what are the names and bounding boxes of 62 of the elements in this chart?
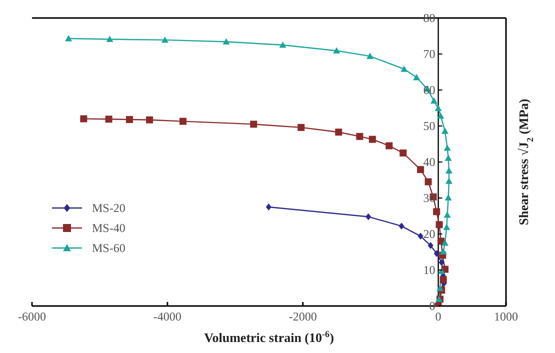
point	[250, 120, 258, 128]
legend-label: MS-60	[92, 240, 126, 256]
y-tick-label: 20	[423, 227, 436, 241]
x-tick-label: 1000	[494, 310, 518, 324]
y-tick-label: 70	[423, 47, 436, 61]
point	[356, 132, 364, 140]
point	[400, 150, 407, 156]
point	[333, 47, 340, 54]
point	[366, 52, 374, 59]
point	[444, 144, 451, 151]
point	[222, 38, 230, 45]
point	[368, 136, 376, 143]
point	[400, 66, 408, 72]
point	[441, 128, 448, 134]
point	[441, 240, 448, 246]
point	[279, 42, 286, 48]
point	[438, 258, 444, 266]
point	[80, 115, 88, 122]
point	[386, 142, 393, 150]
legend-label: MS-20	[92, 200, 126, 216]
point	[443, 224, 450, 230]
y-tick-label: 10	[423, 263, 436, 277]
point	[335, 128, 342, 136]
point	[436, 221, 443, 228]
x-tick-label: -6000	[18, 310, 46, 324]
point	[440, 276, 447, 284]
point	[105, 116, 112, 123]
point	[444, 194, 452, 200]
point	[437, 112, 444, 119]
point	[444, 154, 452, 161]
y-tick-label: 40	[423, 155, 436, 169]
x-tick-label: -2000	[288, 310, 317, 324]
x-tick-label: -4000	[153, 310, 182, 324]
point	[433, 208, 440, 216]
point	[424, 178, 432, 186]
point	[444, 211, 451, 218]
point	[366, 213, 372, 220]
point	[434, 250, 440, 257]
point	[418, 232, 424, 240]
point	[146, 116, 154, 124]
point	[437, 238, 444, 245]
y-tick-label: 50	[423, 119, 436, 133]
point	[430, 97, 438, 104]
point	[445, 167, 452, 174]
point	[65, 35, 72, 42]
point	[428, 242, 434, 250]
point	[126, 116, 134, 124]
point	[436, 284, 444, 292]
point	[266, 204, 272, 210]
point	[106, 36, 114, 42]
point	[413, 74, 420, 80]
point	[180, 118, 187, 125]
x-axis-title: Volumetric strain (10$^{-6}$)	[204, 329, 334, 345]
point	[298, 124, 305, 131]
point	[445, 178, 452, 184]
point	[398, 222, 404, 230]
point	[434, 104, 442, 112]
point	[417, 166, 424, 174]
point	[161, 36, 168, 43]
point	[438, 268, 446, 274]
point	[440, 248, 447, 254]
legend-label: MS-40	[92, 220, 126, 236]
